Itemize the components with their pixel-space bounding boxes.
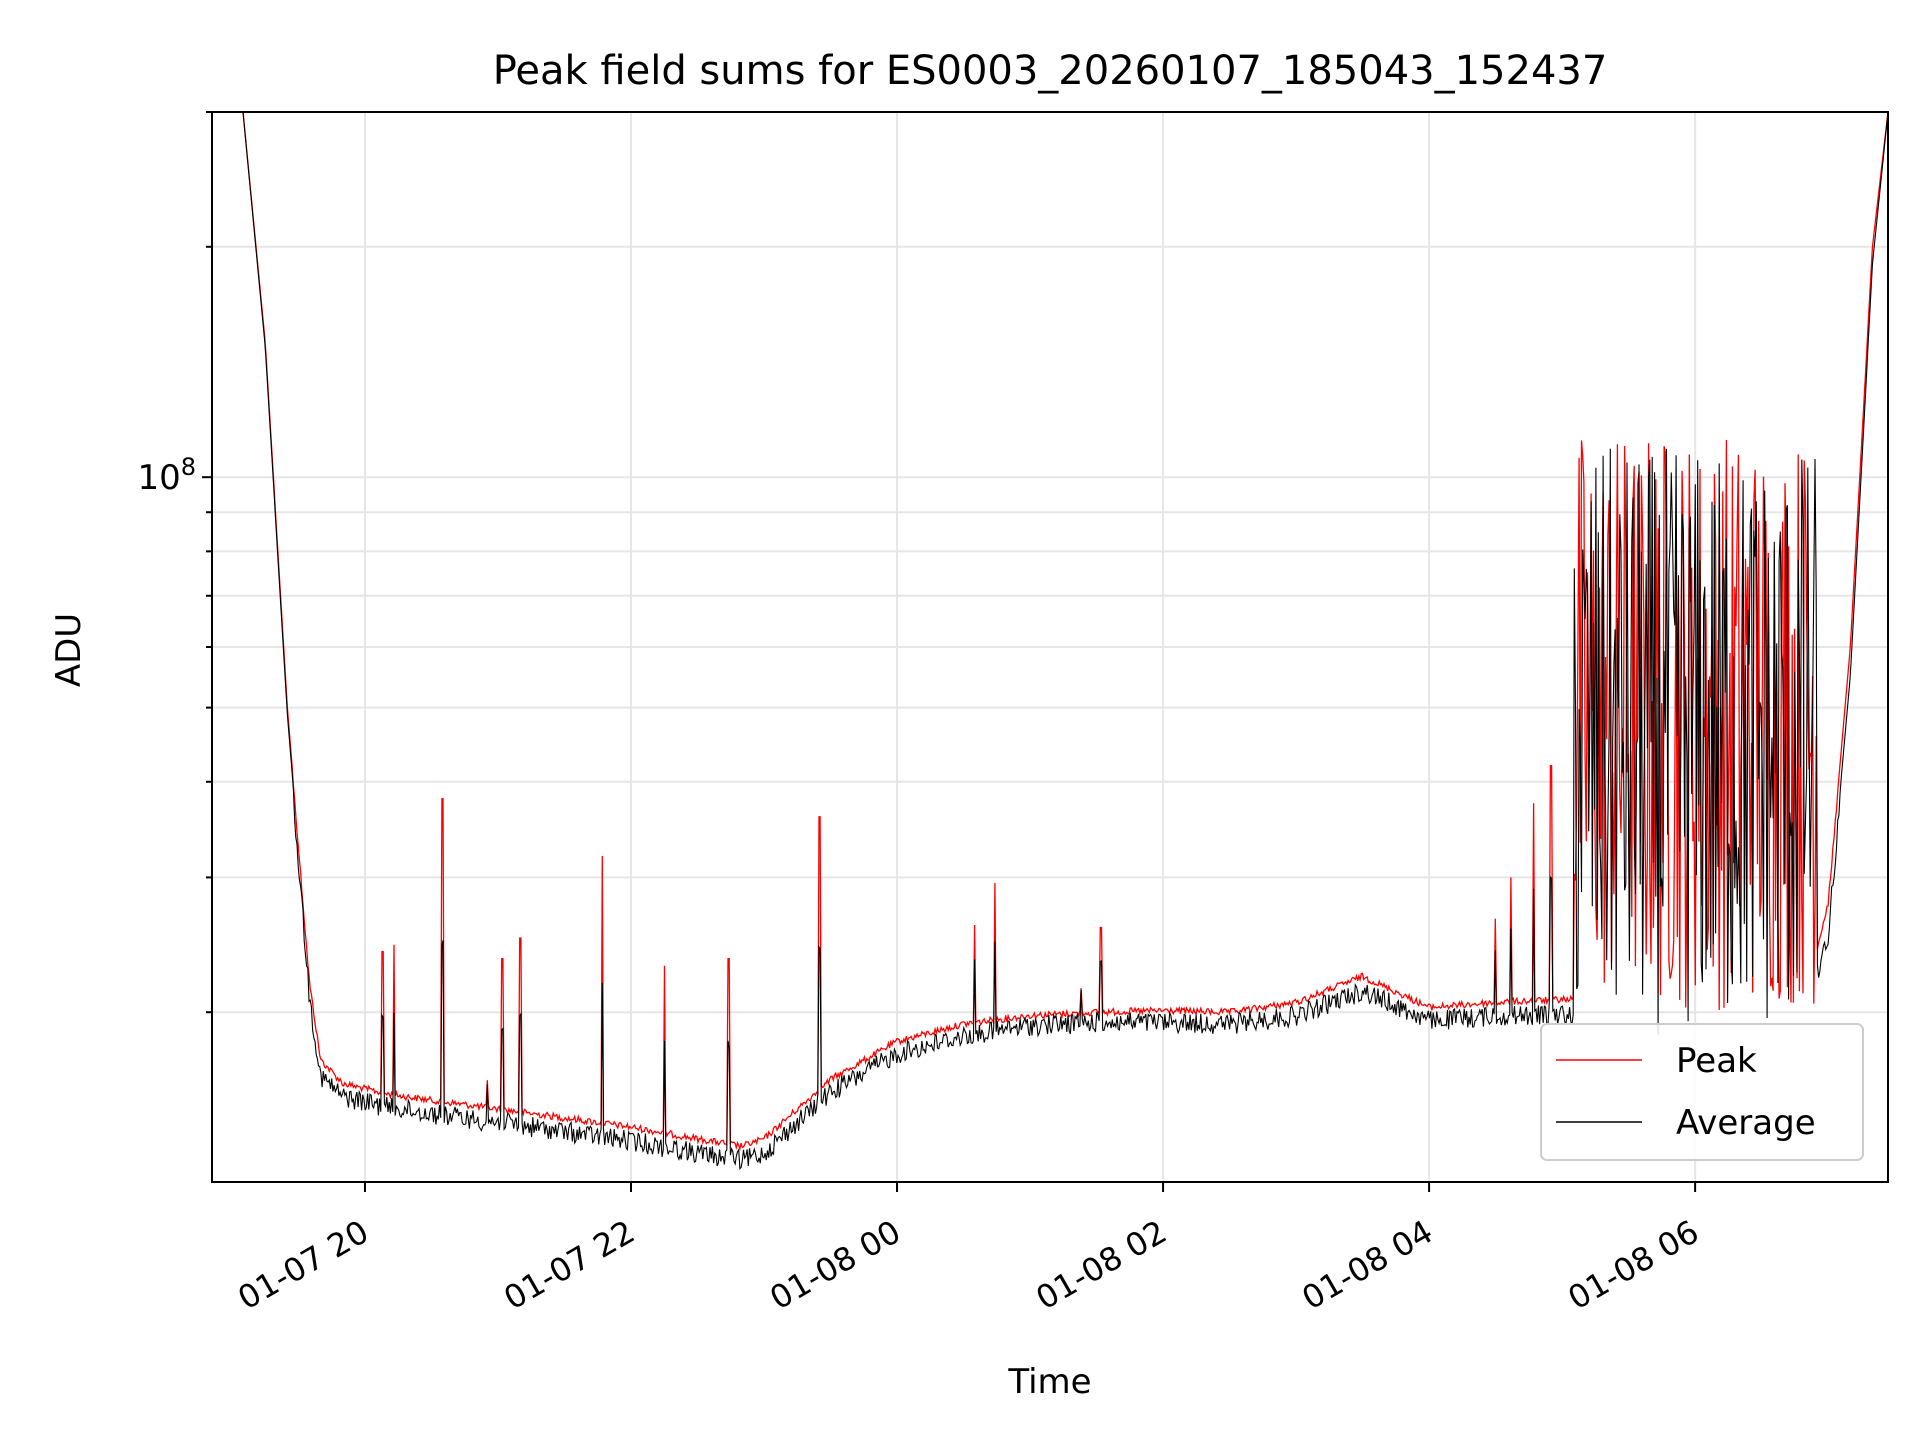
series-peak-line — [212, 111, 1889, 1151]
legend-peak-label: Peak — [1676, 1041, 1757, 1081]
x-axis-label: Time — [1007, 1362, 1091, 1402]
plot-series — [212, 111, 1889, 1171]
y-axis-label: ADU — [49, 613, 89, 687]
legend-average-label: Average — [1676, 1103, 1816, 1143]
chart-title: Peak field sums for ES0003_20260107_1850… — [493, 48, 1608, 94]
legend-box — [1540, 1023, 1864, 1161]
y-tick-label: 108 — [137, 453, 196, 498]
series-average-line — [212, 111, 1889, 1171]
legend: Peak Average — [1540, 1023, 1864, 1161]
